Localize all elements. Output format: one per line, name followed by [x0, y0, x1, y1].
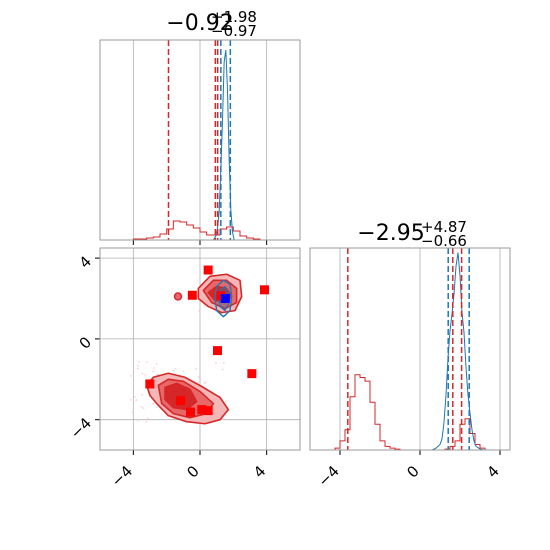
2d-sample-63: [152, 402, 154, 405]
2d-ytick-label-2: 4: [76, 252, 95, 271]
2d-xtick-label-2: 4: [250, 462, 269, 481]
red-marker-10: [247, 369, 257, 379]
panel-p2-histogram: [309, 247, 511, 455]
p2-hist-blue: [431, 252, 485, 451]
2d-sample-39: [203, 382, 206, 384]
p2-xtick-label-1: 0: [403, 462, 422, 481]
panel-p2-background: [310, 248, 510, 450]
red-marker-5: [203, 406, 213, 416]
title-p1: −0.92: [166, 11, 233, 36]
2d-sample-54: [195, 368, 197, 370]
title-p1-sup: +1.98: [211, 8, 257, 26]
2d-sample-38: [221, 368, 224, 371]
red-marker-0: [203, 265, 213, 275]
red-marker-2: [176, 396, 186, 406]
2d-sample-5: [157, 373, 160, 376]
2d-sample-52: [131, 411, 134, 414]
red-marker-4: [197, 405, 207, 415]
red-marker-9: [260, 285, 269, 295]
2d-sample-58: [182, 370, 185, 373]
2d-sample-53: [199, 378, 202, 381]
2d-sample-32: [172, 370, 175, 372]
2d-sample-50: [141, 372, 144, 375]
2d-sample-28: [133, 395, 136, 398]
panel-p1-frame: [99, 39, 301, 241]
2d-sample-29: [197, 381, 199, 384]
2d-sample-65: [145, 420, 148, 423]
panel-p1-histogram: [99, 39, 301, 245]
2d-sample-45: [129, 399, 132, 401]
red-marker-6: [187, 290, 197, 300]
contour-blue-outer: [214, 279, 233, 318]
blue-marker-0: [220, 294, 230, 303]
red-marker-1: [145, 379, 155, 389]
2d-sample-37: [214, 362, 217, 364]
2d-sample-62: [135, 399, 138, 402]
p1-hist-blue: [212, 49, 235, 241]
red-marker-3: [186, 407, 195, 417]
2d-sample-1: [140, 406, 143, 408]
2d-sample-57: [137, 419, 140, 422]
panel-p2-frame: [309, 247, 511, 451]
2d-ytick-label-1: 0: [76, 333, 95, 352]
2d-sample-19: [144, 373, 147, 376]
2d-sample-48: [174, 367, 177, 370]
red-marker-7: [213, 346, 222, 356]
2d-sample-56: [145, 418, 148, 421]
panel-2d-contour: [95, 247, 301, 455]
2d-sample-26: [142, 407, 145, 410]
panel-2d-frame: [99, 247, 301, 451]
2d-sample-12: [141, 393, 143, 396]
title-p1-sub: −0.97: [211, 22, 257, 40]
title-p2-sub: −0.66: [421, 232, 467, 250]
2d-xtick-label-1: 0: [183, 462, 202, 481]
title-p2: −2.95: [357, 221, 424, 246]
2d-xtick-label-0: −4: [108, 462, 136, 490]
2d-sample-44: [155, 362, 158, 365]
contour-small-blob: [173, 292, 183, 301]
title-p2-main: −2.95: [357, 221, 424, 246]
2d-sample-47: [138, 360, 140, 363]
2d-sample-21: [137, 364, 139, 367]
title-p2-sup: +4.87: [421, 218, 467, 236]
2d-sample-3: [136, 367, 139, 370]
2d-sample-69: [129, 374, 132, 377]
p2-xtick-label-2: 4: [483, 462, 502, 481]
2d-sample-11: [223, 362, 225, 364]
title-p1-main: −0.92: [166, 11, 233, 36]
2d-sample-43: [197, 376, 200, 378]
2d-sample-30: [224, 401, 227, 403]
2d-sample-16: [146, 361, 148, 363]
2d-sample-34: [155, 406, 158, 409]
2d-sample-55: [152, 370, 154, 373]
2d-sample-b-5: [198, 309, 201, 312]
2d-sample-22: [152, 367, 155, 370]
p2-xtick-label-0: −4: [314, 462, 342, 490]
p1-hist-red: [100, 220, 300, 241]
2d-ytick-label-0: −4: [67, 414, 95, 442]
